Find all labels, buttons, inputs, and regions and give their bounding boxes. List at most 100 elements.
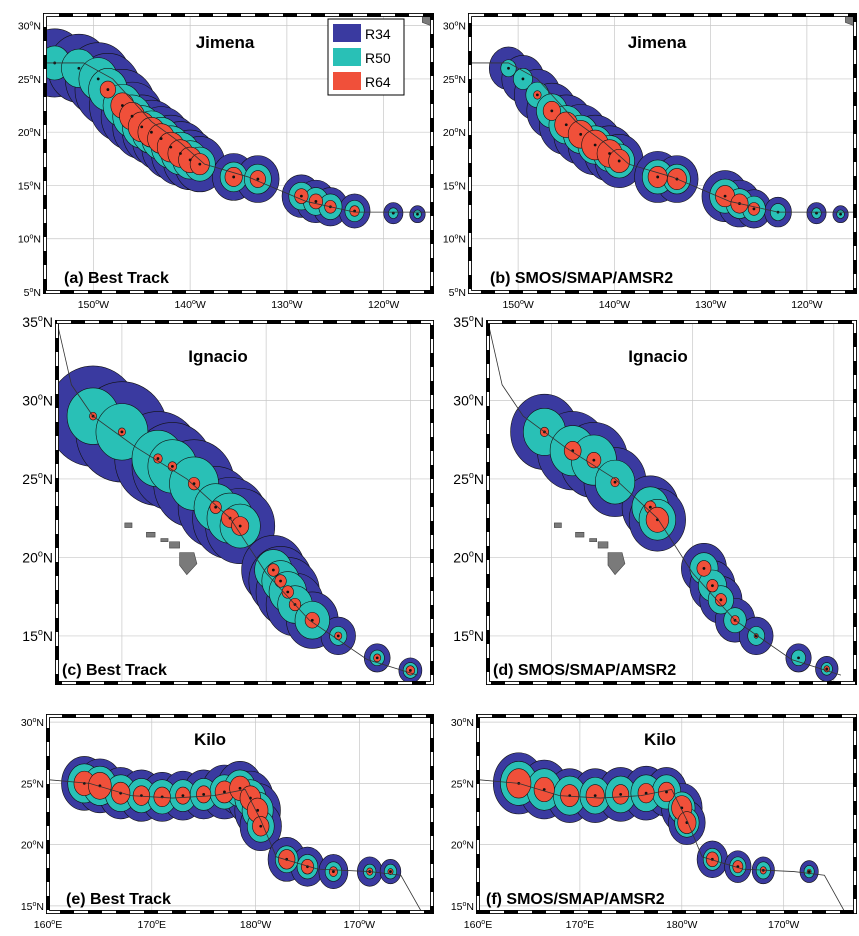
panel-b-xtick-0: 150oW [502,299,533,311]
panel-d-ytick-0: 35oN [453,313,484,330]
panel-c-y-ticks: 35oN 30oN 25oN 20oN 15oN [22,313,53,644]
panel-a-ytick-1: 25oN [18,74,41,86]
panel-a-center-14 [256,177,260,181]
panel-b-frame-dashes [468,13,857,294]
panel-e-center-14 [332,870,335,873]
panel-e-label: (e) Best Track [66,891,171,908]
panel-a-frame-dashes [43,13,434,294]
panel-b-frame [468,13,857,294]
panel-c-land-2 [160,538,169,543]
panel-b-x-ticks: 150oW 140oW 130oW 120oW [502,299,822,311]
panel-a-center-1 [77,66,81,70]
panel-d-center-7 [711,584,714,588]
panel-c-frame [55,320,434,685]
panel-b-wind-radii [488,46,849,229]
legend-label-r50: R50 [365,50,391,66]
panel-e-map [48,716,432,912]
panel-a-center-4 [121,104,124,107]
panel-c-land [124,522,198,576]
panel-a-center-9 [169,145,173,149]
panel-f-xtick-1: 170oE [566,919,594,931]
panel-b-center-16 [839,212,842,216]
panel-b-center-5 [579,132,583,136]
panel-e-xtick-3: 170oW [344,919,375,931]
panel-a-center-13 [232,175,236,179]
panel-a-land [422,15,432,27]
panel-c-ytick-4: 15oN [22,627,53,644]
panel-a-xtick-2: 130oW [271,299,302,311]
panel-d-label: (d) SMOS/SMAP/AMSR2 [493,662,676,679]
panel-c-track-line [57,322,418,676]
panel-e-center-6 [202,793,206,796]
panel-f-ytick-1: 25oN [451,778,474,790]
panel-c-center-8 [271,568,275,572]
panel-e-xtick-0: 160oE [34,919,62,931]
panel-e-ytick-3: 15oN [21,901,44,913]
panel-c-center-1 [120,430,124,434]
panel-a-ytick-3: 15oN [18,180,41,192]
panel-f-center-3 [593,794,597,798]
panel-a-track-line [45,62,432,213]
panel-a-center-12 [198,162,202,166]
panel-f-center-5 [644,791,648,795]
panel-c-frame-dashes [55,320,434,685]
panel-e-ytick-2: 20oN [21,840,44,852]
panel-c-ytick-2: 25oN [22,470,53,487]
panel-a-y-ticks: 30oN 25oN 20oN 15oN 10oN 5oN [18,21,41,299]
panel-f-map [478,716,855,912]
panel-e-center-7 [223,790,226,794]
panel-a-center-2 [96,77,100,81]
panel-d-ytick-2: 25oN [453,470,484,487]
panel-d-land-0 [554,522,562,528]
panel-f-center-1 [542,788,546,791]
panel-c-center-2 [156,457,160,460]
panel-e-frame [46,714,434,914]
panel-c-land-3 [169,541,180,549]
panel-d-center-4 [648,505,652,509]
panel-d-land-3 [597,541,609,549]
panel-b-center-7 [608,152,611,155]
panel-b-ytick-5: 5oN [449,287,466,299]
panel-a-ytick-4: 10oN [18,234,41,246]
panel-a-center-8 [159,137,163,140]
panel-f-track-line [478,779,846,912]
panel-f-storm-name: Kilo [644,730,676,749]
legend: R34 R50 R64 [327,18,405,96]
panel-a-center-16 [314,200,318,203]
panel-f-ytick-3: 15oN [451,901,474,913]
panel-d-center-8 [719,598,723,602]
panel-d-land [554,522,626,576]
panel-c-center-15 [408,669,412,672]
panel-f-xtick-3: 170oW [768,919,799,931]
panel-e-center-11 [259,824,263,828]
panel-f-center-12 [807,870,811,873]
panel-b-center-6 [593,143,597,147]
panel-a-frame [43,13,434,294]
panel-c-label: (c) Best Track [62,662,167,679]
panel-f-y-ticks: 30oN 25oN 20oN 15oN [451,717,474,913]
panel-b-ytick-3: 15oN [443,180,466,192]
legend-label-r34: R34 [365,26,391,42]
panel-d-land-1 [575,532,585,538]
panel-d-storm-name: Ignacio [628,347,688,366]
panel-b-track-line [470,62,855,213]
panel-b-label: (b) SMOS/SMAP/AMSR2 [490,270,673,287]
panel-a-ytick-5: 5oN [24,287,41,299]
panel-b-center-11 [723,194,727,198]
panel-a-center-3 [106,88,110,91]
panel-a-land-0 [422,15,432,27]
panel-a-center-20 [416,212,419,216]
panel-d-ytick-1: 30oN [453,391,484,408]
panel-b-xtick-2: 130oW [695,299,726,311]
panel-e-x-ticks: 160oE 170oE 180oW 170oW [34,919,375,931]
panel-d-center-11 [797,656,800,660]
panel-b-ytick-2: 20oN [443,127,466,139]
panel-c-ytick-1: 30oN [22,391,53,408]
panel-b-center-8 [617,159,621,163]
panel-f-center-6 [665,790,668,794]
panel-a-center-10 [179,152,182,155]
panel-e-ytick-1: 25oN [21,778,44,790]
